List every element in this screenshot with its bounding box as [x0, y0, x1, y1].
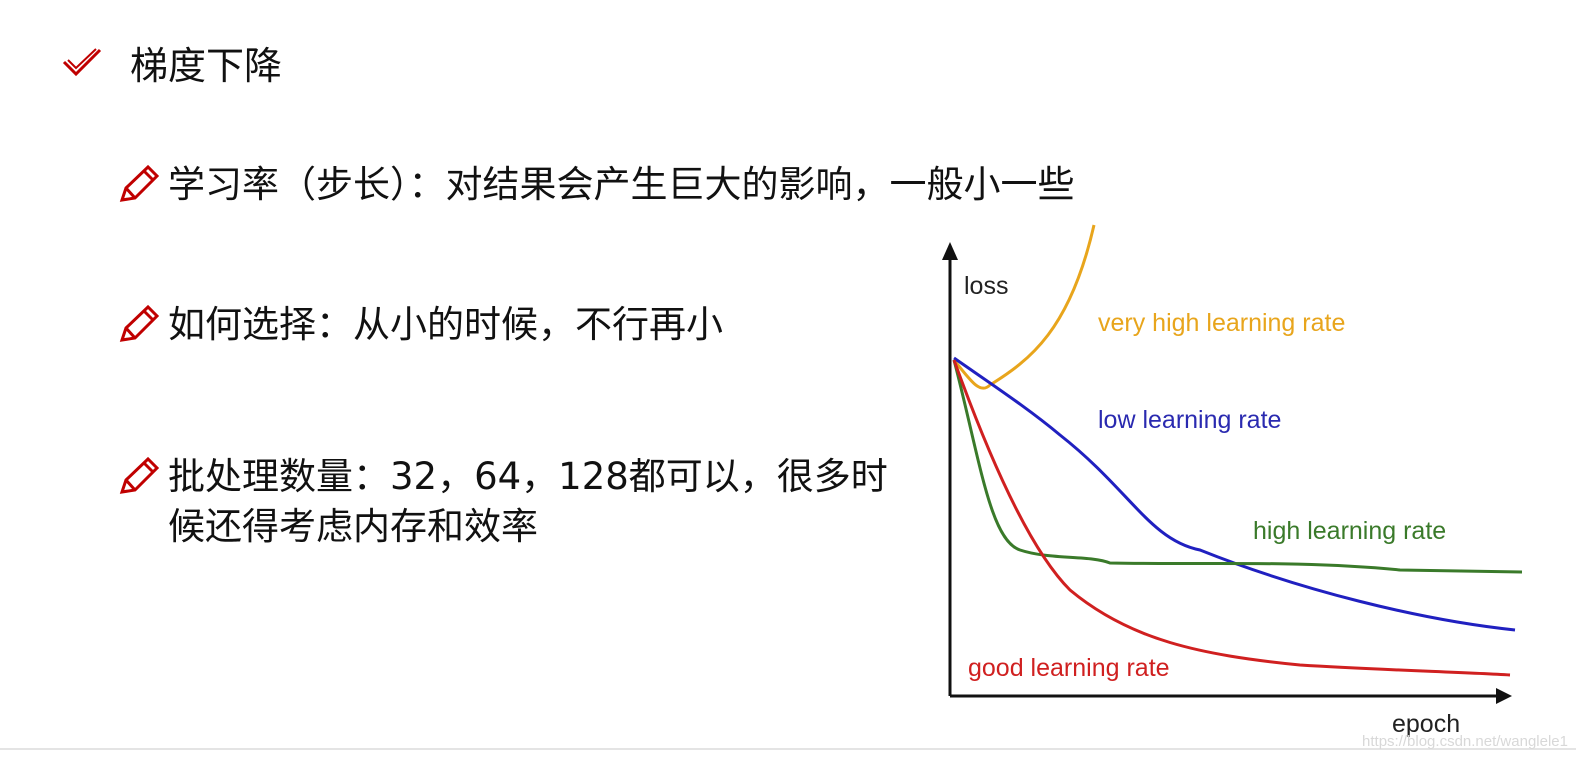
pencil-icon — [119, 304, 160, 342]
bullet: 批处理数量：32，64，128都可以，很多时候还得考虑内存和效率 — [168, 455, 888, 548]
check-icon — [62, 48, 102, 77]
pencil-icon — [119, 456, 160, 494]
bullet: 学习率（步长）：对结果会产生巨大的影响，一般小一些 — [168, 163, 1075, 206]
curve — [952, 224, 1096, 390]
curve-label: high learning rate — [1253, 517, 1446, 545]
title: 梯度下降 — [130, 44, 283, 88]
curve-label: very high learning rate — [1098, 309, 1345, 337]
curve — [953, 356, 1516, 632]
y-axis-label: loss — [964, 272, 1008, 300]
curve — [952, 359, 1523, 574]
x-axis-label: epoch — [1392, 710, 1460, 738]
learning-rate-figure: loss epoch very high learning rate low l… — [942, 224, 1523, 738]
bottom-rule — [0, 748, 1576, 750]
pencil-icon — [119, 164, 160, 202]
bullet: 如何选择：从小的时候，不行再小 — [168, 303, 723, 346]
watermark: https://blog.csdn.net/wanglele1 — [1362, 733, 1568, 750]
curve-label: low learning rate — [1098, 406, 1281, 434]
curve — [952, 359, 1511, 677]
curve-label: good learning rate — [968, 654, 1170, 682]
